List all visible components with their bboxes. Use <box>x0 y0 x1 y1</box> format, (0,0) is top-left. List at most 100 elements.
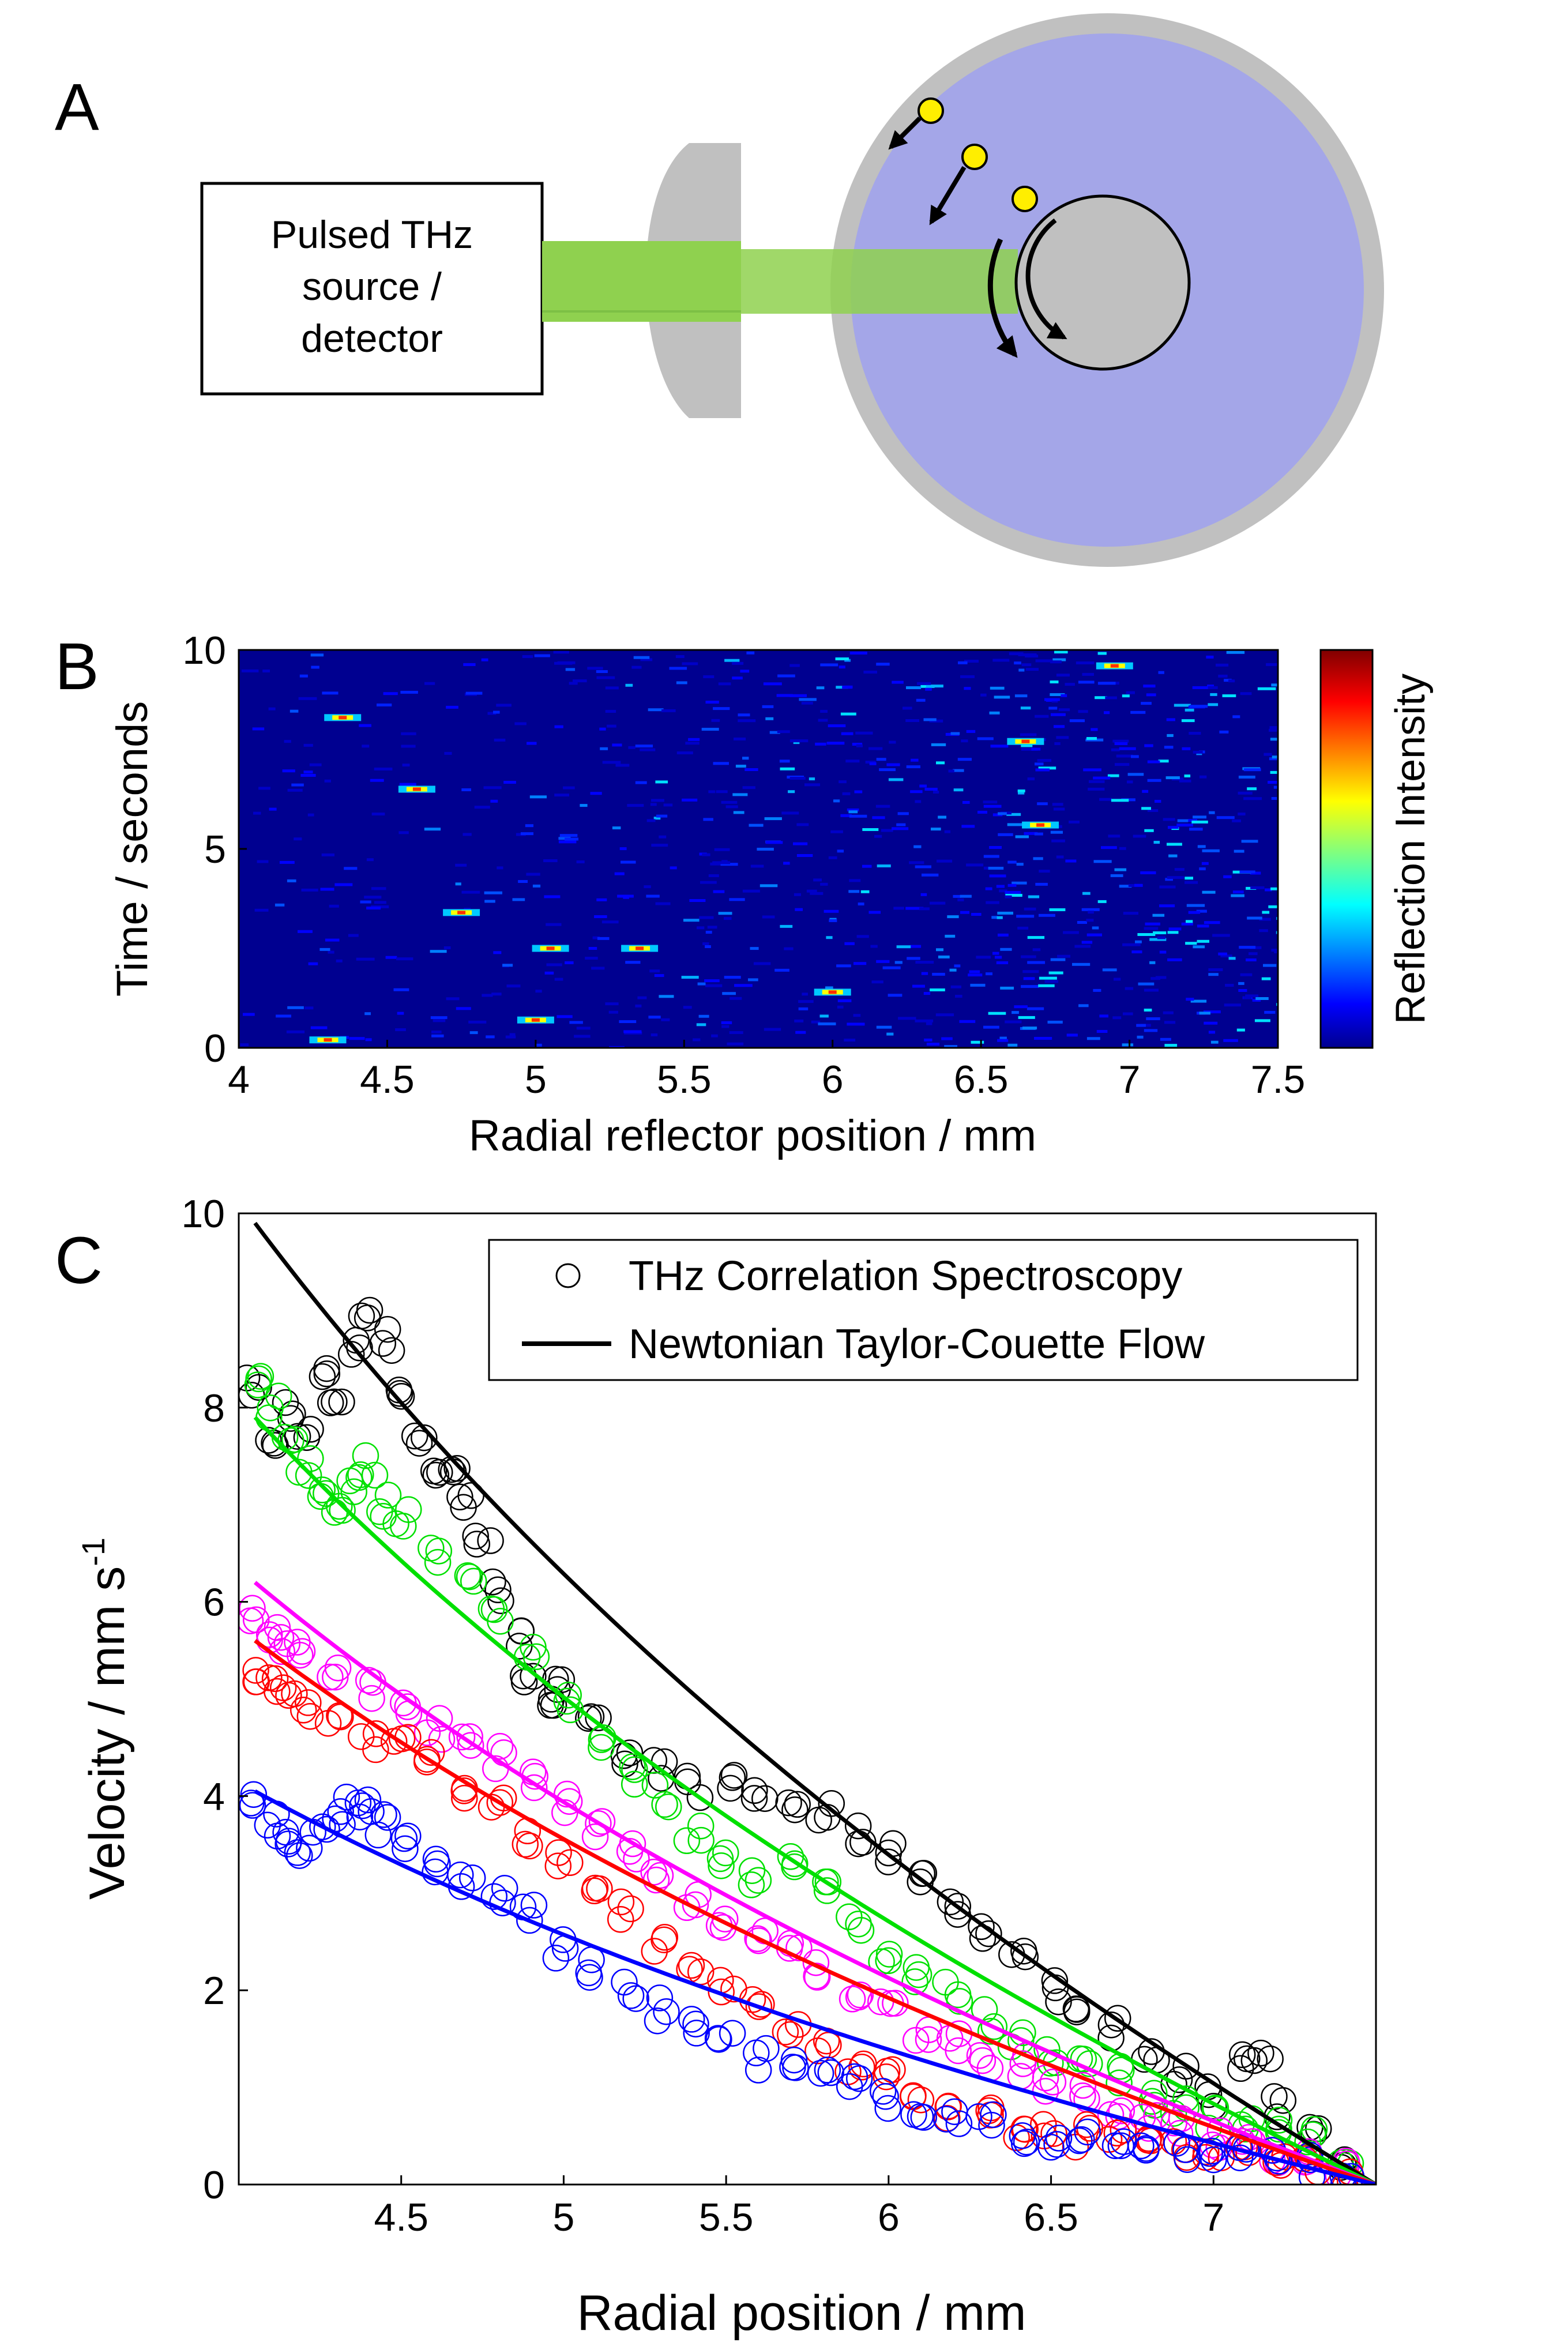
data-point <box>358 1685 385 1712</box>
heatmap-cell <box>944 830 950 833</box>
heatmap-cell <box>925 687 932 691</box>
heatmap-cell <box>424 828 441 831</box>
heatmap-cell <box>298 930 313 933</box>
data-point <box>484 1576 512 1604</box>
heatmap-cell <box>597 937 610 940</box>
heatmap-cell <box>374 768 393 770</box>
heatmap-cell <box>623 896 629 899</box>
heatmap-cell <box>557 661 576 664</box>
data-point <box>641 1938 668 1965</box>
heatmap-cell <box>364 1012 371 1016</box>
heatmap-cell <box>289 709 299 713</box>
heatmap-cell <box>631 666 642 669</box>
heatmap-cell <box>576 1027 591 1030</box>
data-point <box>284 1839 311 1866</box>
heatmap-cell <box>985 887 992 890</box>
heatmap-cell <box>1105 696 1117 700</box>
heatmap-cell <box>1239 870 1255 874</box>
heatmap-cell <box>1127 780 1133 784</box>
heatmap-cell <box>1028 895 1040 898</box>
data-point <box>545 1839 572 1866</box>
data-point <box>873 2063 900 2091</box>
data-point <box>869 2078 897 2105</box>
heatmap-cell <box>738 713 750 717</box>
heatmap-cell <box>926 1022 932 1025</box>
heatmap-cell <box>648 708 664 712</box>
heatmap-cell <box>1061 694 1067 697</box>
heatmap-cell <box>596 898 607 901</box>
heatmap-cell <box>1115 763 1130 766</box>
reflector-particle-1 <box>918 97 944 124</box>
heatmap-cell <box>569 682 578 685</box>
heatmap-cell <box>1096 1030 1108 1033</box>
heatmap-cell <box>1147 809 1159 812</box>
heatmap-cell <box>1035 882 1048 886</box>
heatmap-cell <box>1181 719 1195 723</box>
heatmap-cell <box>729 1031 743 1034</box>
heatmap-cell <box>1222 694 1236 697</box>
heatmap-cell <box>923 992 931 995</box>
heatmap-cell <box>820 663 838 667</box>
data-point <box>744 1867 772 1894</box>
data-point <box>544 1852 572 1879</box>
data-point <box>1073 2111 1100 2138</box>
heatmap-cell <box>1226 651 1245 654</box>
heatmap-cell <box>446 705 458 709</box>
data-point <box>841 2063 868 2091</box>
data-point <box>585 1810 612 1837</box>
data-point <box>915 2026 942 2053</box>
data-point <box>457 1732 484 1759</box>
heatmap-cell <box>998 812 1007 815</box>
heatmap-cell <box>964 687 971 690</box>
heatmap-cell <box>1022 970 1039 973</box>
heatmap-cell <box>1051 839 1065 843</box>
heatmap-cell <box>276 1014 291 1018</box>
heatmap-cell <box>702 853 710 856</box>
data-point <box>845 1910 872 1938</box>
data-point <box>744 2056 772 2084</box>
data-point <box>486 1732 514 1760</box>
velocity-y-tick-label: 6 <box>203 1581 225 1625</box>
heatmap-cell <box>1078 1004 1089 1007</box>
data-point <box>426 1705 453 1732</box>
heatmap-cell <box>1012 881 1027 885</box>
data-point <box>333 1783 360 1811</box>
heatmap-cell <box>841 732 853 735</box>
data-point <box>751 1785 779 1812</box>
heatmap-cell <box>1189 828 1203 831</box>
heatmap-cell <box>1164 1044 1178 1047</box>
data-point <box>937 1888 964 1916</box>
heatmap-cell <box>995 956 1002 959</box>
heatmap-cell <box>565 961 574 964</box>
heatmap-x-tick-label: 6.5 <box>954 1058 1009 1101</box>
heatmap-x-tick-label: 5 <box>525 1058 547 1101</box>
heatmap-cell <box>1044 698 1060 701</box>
heatmap-cell <box>976 956 991 959</box>
heatmap-cell <box>1122 694 1130 698</box>
heatmap-cell <box>608 1010 618 1014</box>
data-point <box>542 1945 570 1972</box>
heatmap-cell <box>1053 807 1065 811</box>
heatmap-cell <box>525 824 533 828</box>
series-blue_series <box>239 1781 1365 2185</box>
data-point <box>1240 2047 1268 2074</box>
data-point <box>364 1821 392 1849</box>
heatmap-cell <box>868 911 881 914</box>
heatmap-cell <box>640 748 656 751</box>
heatmap-cell <box>446 997 460 1001</box>
data-point <box>1160 2110 1187 2137</box>
data-point <box>370 1801 397 1828</box>
heatmap-cell <box>651 844 668 847</box>
heatmap-cell <box>1165 878 1173 881</box>
heatmap-cell <box>1149 961 1156 964</box>
heatmap-cell <box>1259 929 1268 933</box>
heatmap-cell <box>708 874 719 877</box>
heatmap-cell <box>623 1030 642 1033</box>
data-point <box>585 1704 612 1731</box>
data-point <box>516 1907 543 1934</box>
data-point <box>1174 2146 1201 2173</box>
heatmap-cell <box>869 762 877 765</box>
heatmap-cell <box>443 946 451 949</box>
data-point <box>717 1774 744 1802</box>
data-point <box>1269 2086 1297 2114</box>
